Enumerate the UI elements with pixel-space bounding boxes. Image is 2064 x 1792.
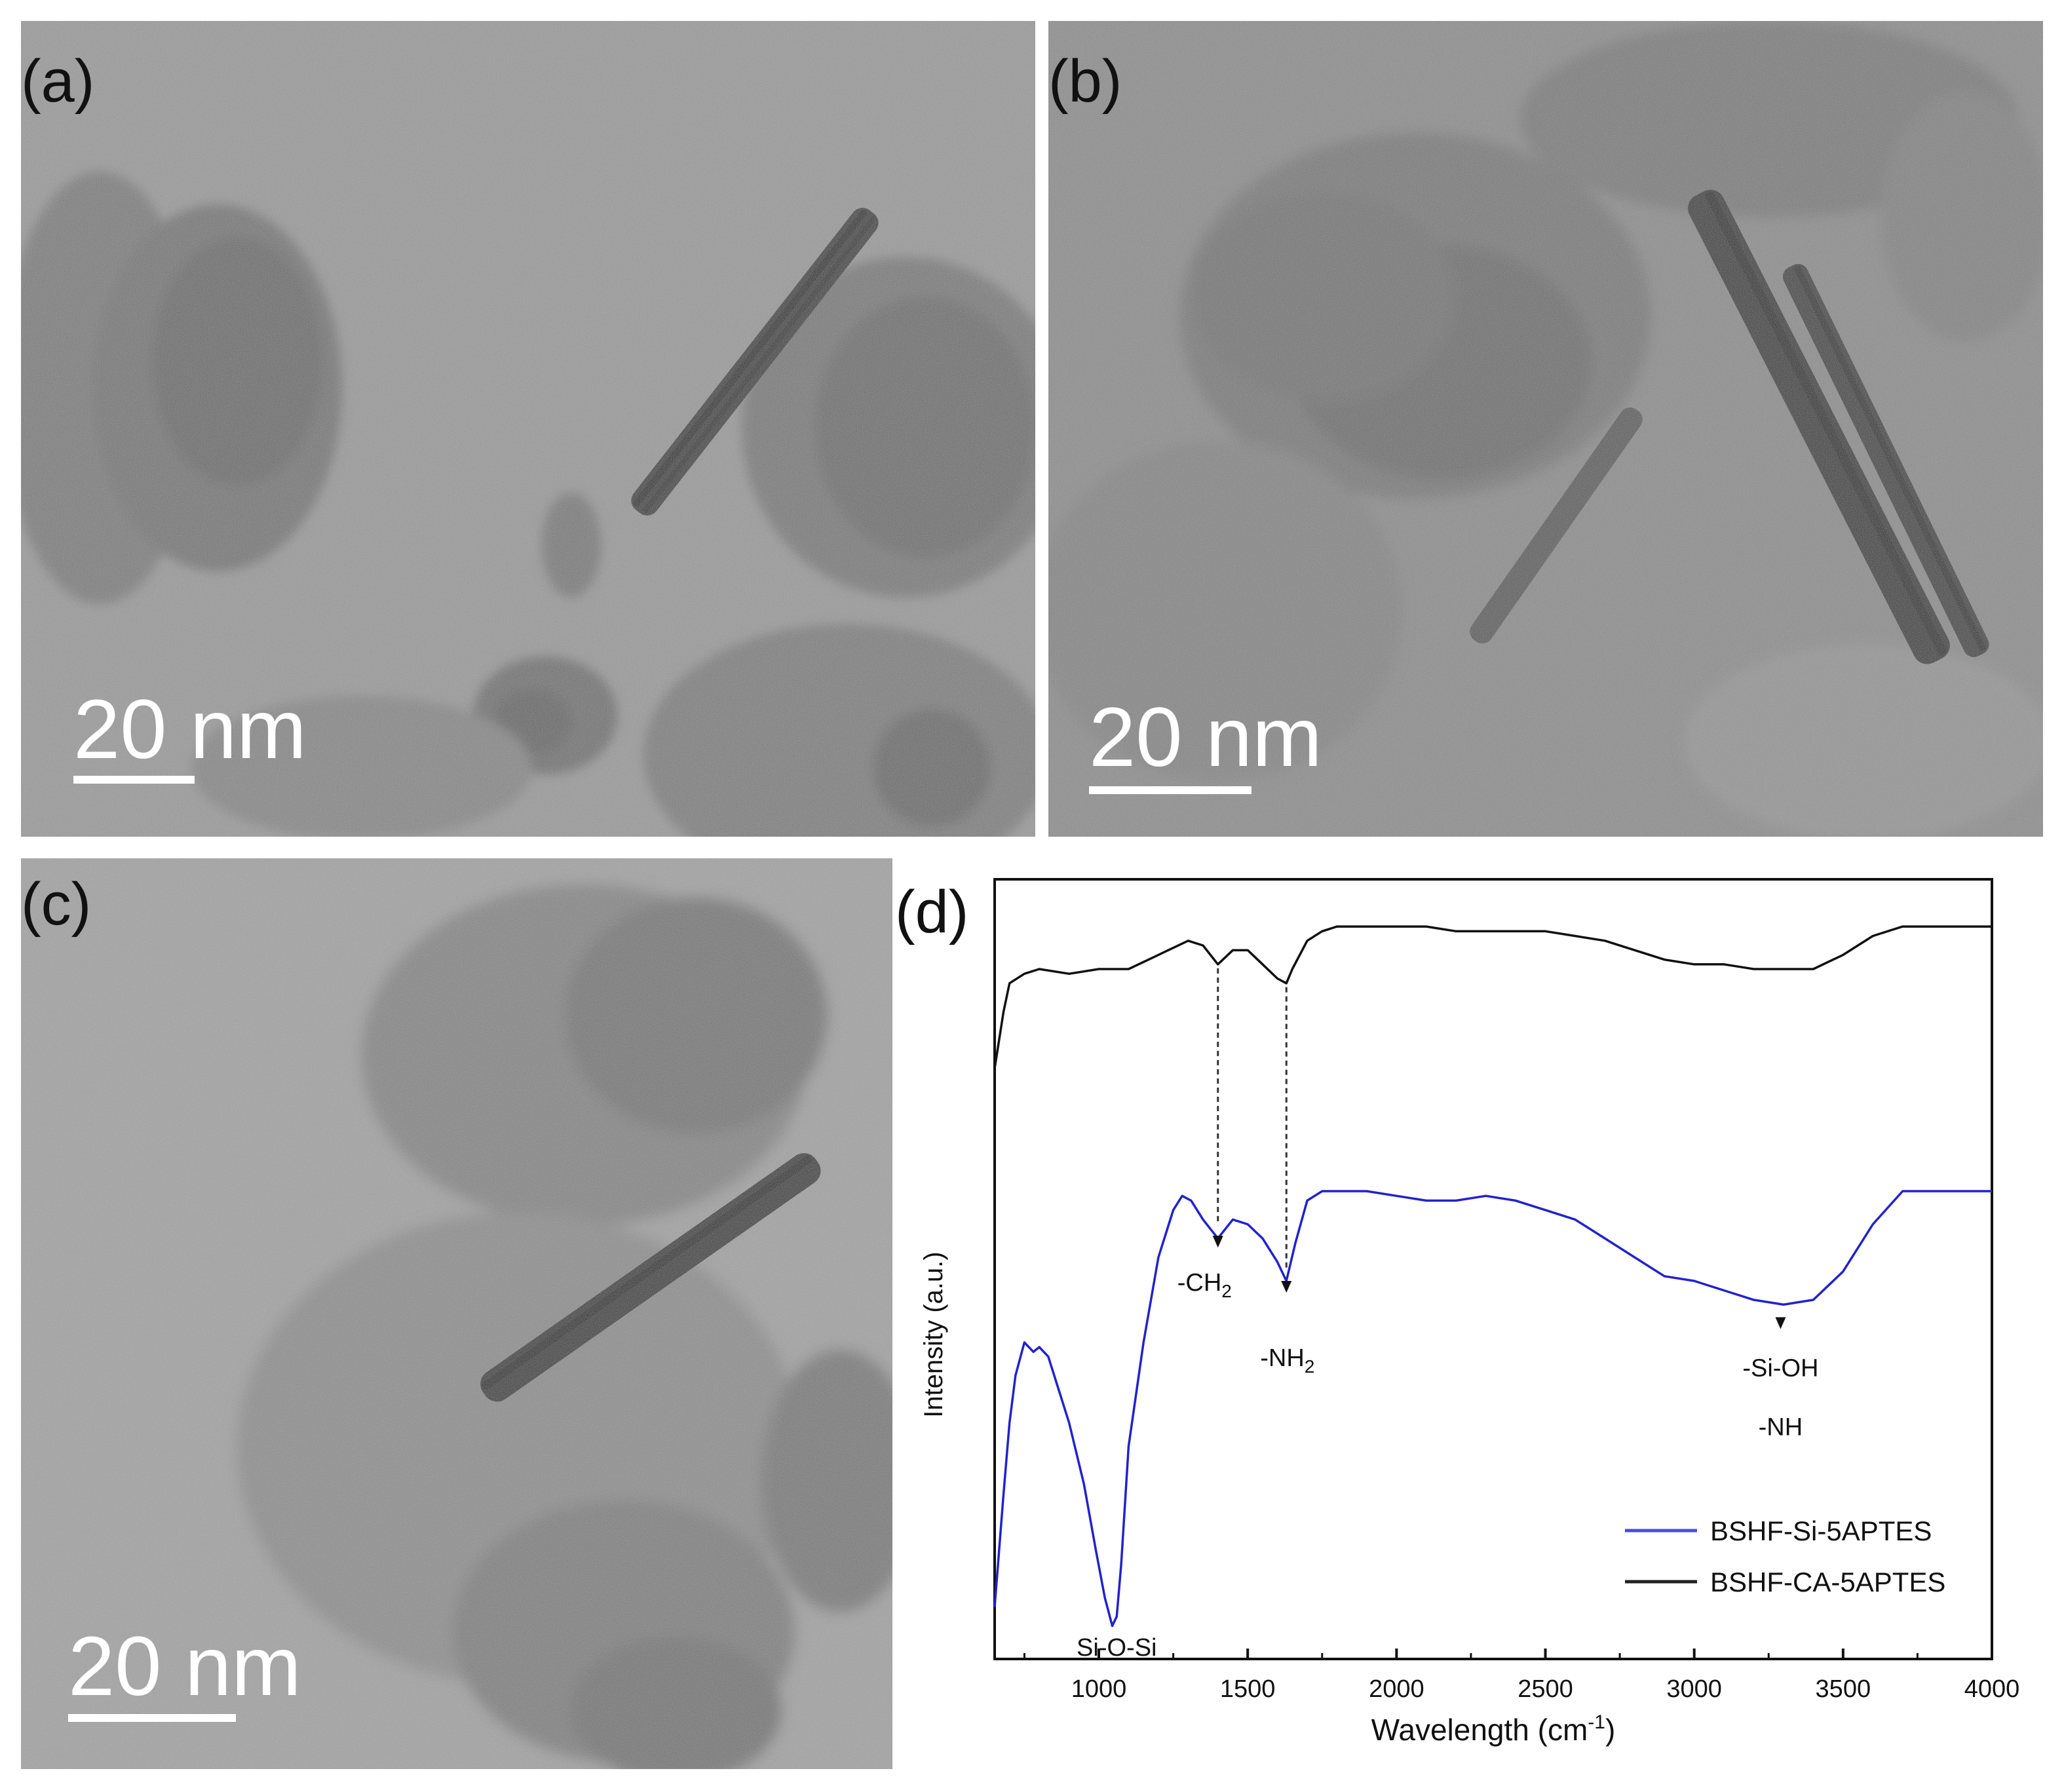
annotation-nh2: -NH2 [1260, 1344, 1314, 1377]
sioh-arrow-icon [1775, 1317, 1786, 1329]
legend-label-ca: BSHF-CA-5APTES [1710, 1567, 1945, 1597]
scale-bar-c [68, 1714, 236, 1722]
annotation-sioh: -Si-OH [1742, 1354, 1818, 1382]
annotation-layer: -CH2 -NH2 -Si-OH -NH Si-O-Si [1077, 968, 1818, 1662]
nh2-arrow-icon [1281, 1281, 1292, 1293]
x-tick-label: 3000 [1666, 1675, 1722, 1703]
annotation-siosi: Si-O-Si [1077, 1634, 1156, 1662]
x-axis-label: Wavelength (cm-1) [1371, 1711, 1616, 1747]
tem-micrograph-a [21, 21, 1035, 837]
scale-label-c: 20 nm [68, 1620, 301, 1713]
ftir-chart-panel: (d) 1000 1500 2000 2500 3000 3500 4000 -CH2 -N… [891, 852, 2064, 1792]
tem-micrograph-b [1048, 21, 2043, 837]
scale-bar-a [73, 776, 195, 784]
scale-label-a: 20 nm [73, 683, 307, 776]
y-axis-label: Intensity (a.u.) [919, 1251, 948, 1417]
x-tick-label: 2000 [1369, 1675, 1424, 1703]
x-axis-ticks: 1000 1500 2000 2500 3000 3500 4000 [1023, 1649, 2020, 1703]
panel-label-a: (a) [21, 48, 95, 115]
legend: BSHF-Si-5APTES BSHF-CA-5APTES [1625, 1516, 1945, 1597]
ftir-chart: 1000 1500 2000 2500 3000 3500 4000 -CH2 -NH2 -… [919, 878, 2020, 1747]
tem-micrograph-c [21, 858, 892, 1769]
panel-label-b: (b) [1048, 48, 1122, 115]
x-tick-label: 4000 [1964, 1675, 2020, 1703]
x-tick-label: 1500 [1220, 1675, 1276, 1703]
plot-frame [993, 878, 1993, 1660]
series-layer [993, 925, 1992, 1628]
tem-image-a: (a) 20 nm [21, 21, 1035, 837]
ch2-arrow-icon [1212, 1236, 1223, 1248]
series-line-bshf-si-5aptes [993, 1190, 1992, 1628]
legend-label-si: BSHF-Si-5APTES [1710, 1516, 1932, 1546]
panel-label-d: (d) [895, 879, 969, 945]
annotation-ch2: -CH2 [1177, 1269, 1232, 1301]
series-line-bshf-ca-5aptes [993, 925, 1992, 1069]
x-tick-label: 1000 [1071, 1675, 1127, 1703]
scale-label-b: 20 nm [1089, 691, 1322, 784]
panel-label-c: (c) [21, 871, 92, 938]
tem-image-b: (b) 20 nm [1048, 21, 2043, 837]
annotation-nh: -NH [1759, 1413, 1803, 1441]
x-tick-label: 3500 [1816, 1675, 1871, 1703]
tem-image-c: (c) 20 nm [21, 858, 892, 1769]
x-tick-label: 2500 [1518, 1675, 1573, 1703]
scale-bar-b [1089, 786, 1252, 794]
